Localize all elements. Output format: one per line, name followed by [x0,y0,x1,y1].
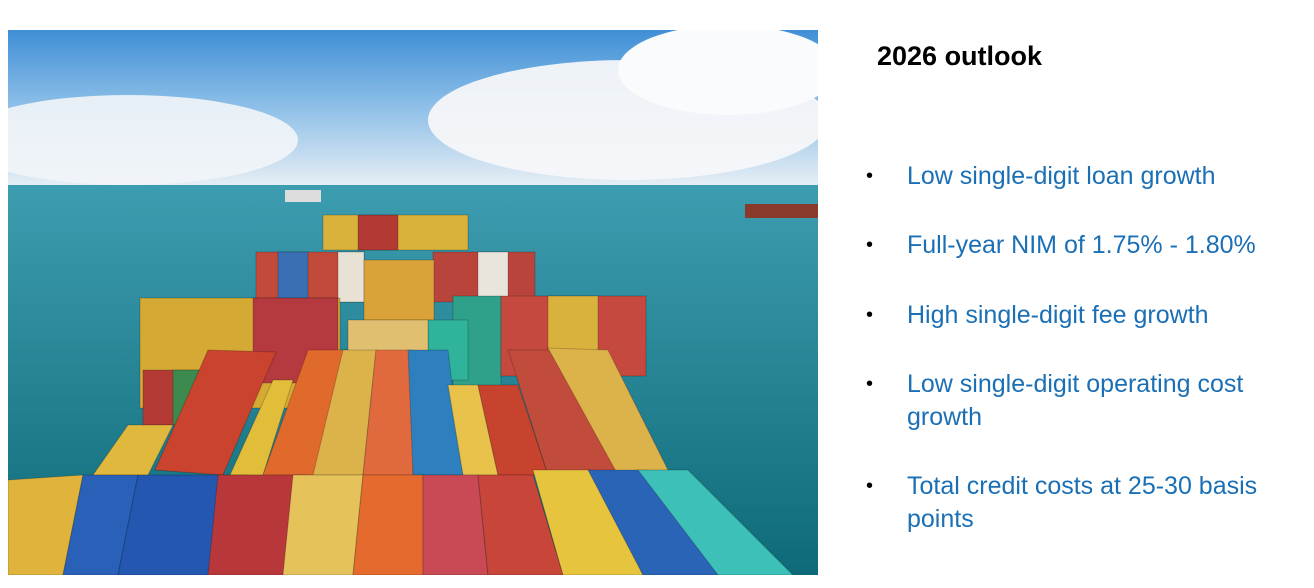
bullet-item: • Total credit costs at 25-30 basis point… [866,470,1307,536]
outlook-bullet-list: • Low single-digit loan growth • Full-year… [866,160,1306,536]
bullet-item: • Low single-digit operating cost growth [866,368,1287,434]
bullet-item: • High single-digit fee growth [866,299,1306,332]
bullet-icon: • [866,234,874,256]
bullet-text: High single-digit fee growth [907,301,1209,329]
bullet-icon: • [866,304,874,326]
bullet-icon: • [866,373,874,395]
bullet-icon: • [866,165,874,187]
bullet-text: Full-year NIM of 1.75% - 1.80% [907,231,1256,259]
bullet-item: • Full-year NIM of 1.75% - 1.80% [866,229,1306,262]
bullet-text: Low single-digit operating cost growth [907,370,1244,431]
bullet-icon: • [866,475,874,497]
container-ship-photo [8,30,818,575]
bullet-text: Low single-digit loan growth [907,162,1216,190]
bullet-item: • Low single-digit loan growth [866,160,1306,193]
slide-title: 2026 outlook [877,41,1043,71]
bullet-text: Total credit costs at 25-30 basis points [907,472,1258,533]
